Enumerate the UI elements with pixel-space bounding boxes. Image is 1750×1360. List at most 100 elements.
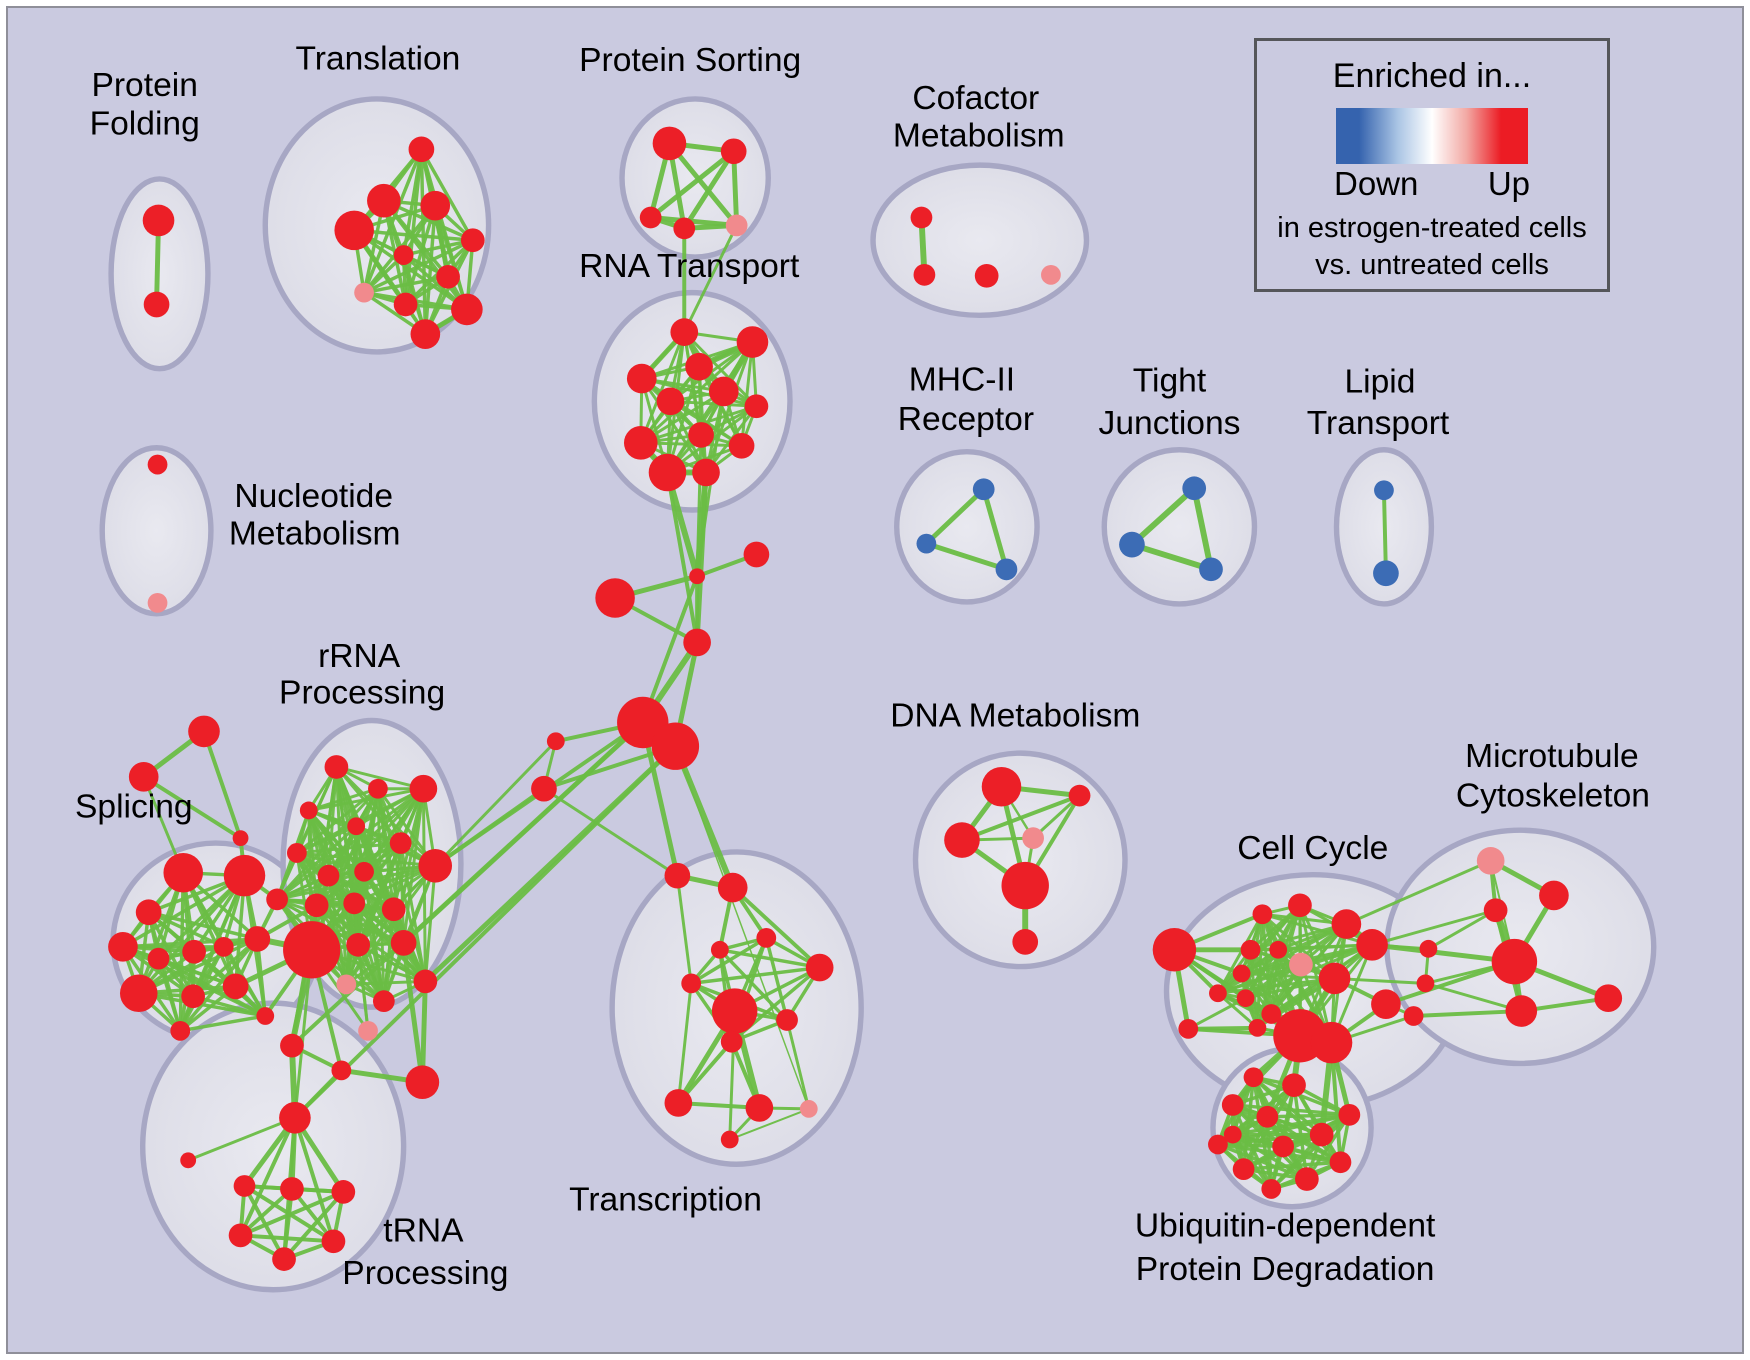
edge-r8-r10 [295, 851, 366, 874]
cluster-label-trna-processing: tRNA [383, 1212, 464, 1249]
edge-tj1-tj2 [1128, 485, 1198, 548]
node-nm1 [147, 454, 168, 475]
edge-g3-g5 [1249, 922, 1348, 952]
cluster-label-trna-processing: Processing [342, 1255, 508, 1292]
node-g3 [1331, 909, 1362, 939]
node-r13 [343, 892, 366, 915]
cluster-label-rrna-processing: rRNA [318, 638, 401, 675]
edge-p3-p10 [146, 910, 195, 998]
cluster-label-rna-transport: RNA Transport [579, 248, 800, 285]
node-q1 [279, 1101, 311, 1134]
cluster-label-protein-folding: Folding [90, 105, 200, 142]
node-mh2 [916, 533, 937, 554]
node-d3 [944, 822, 980, 858]
node-u10 [1329, 1151, 1352, 1174]
edge-q1-q6 [238, 1115, 297, 1238]
node-h2 [651, 722, 700, 770]
node-pf2 [143, 291, 170, 318]
edge-r6-r20 [423, 864, 437, 983]
edge-q3-q7 [242, 1184, 287, 1262]
node-tr12 [799, 1100, 818, 1118]
node-pf1 [142, 204, 175, 237]
legend-title: Enriched in... [1332, 57, 1532, 95]
legend: Enriched in... Down Up in estrogen-treat… [1254, 38, 1610, 292]
node-m6 [1594, 984, 1623, 1013]
node-u8 [1232, 1158, 1255, 1181]
edge-p12-p13 [178, 1014, 267, 1033]
node-cf2 [913, 263, 936, 286]
edge-r10-r11 [275, 870, 366, 901]
node-a4 [358, 1020, 378, 1041]
node-a3 [405, 1065, 440, 1100]
node-rt4 [626, 363, 657, 394]
node-m5 [1505, 995, 1538, 1027]
edge-g2-g15 [1298, 903, 1334, 1045]
node-r5 [347, 817, 366, 836]
legend-gradient-bar [1336, 108, 1528, 164]
edge-l2-tr1 [542, 787, 679, 878]
cluster-tight-junctions [1101, 447, 1258, 607]
node-r9 [317, 864, 340, 887]
node-ps4 [673, 217, 696, 240]
edge-p9-p13 [137, 991, 267, 1018]
node-r12 [304, 893, 329, 918]
edge-r7-r8 [295, 841, 403, 855]
node-x2 [128, 762, 159, 792]
node-p1 [163, 852, 203, 893]
node-r14 [381, 897, 406, 922]
node-g11 [1236, 989, 1255, 1008]
node-s2 [743, 541, 770, 568]
node-g5 [1240, 939, 1261, 960]
edge-u9-u12 [1231, 1132, 1309, 1181]
edge-mh1-mh3 [981, 486, 1009, 572]
edge-r3-r20 [421, 787, 427, 983]
node-a1 [280, 1033, 304, 1058]
node-s3 [595, 578, 635, 618]
node-q5 [331, 1180, 356, 1204]
node-m4 [1491, 938, 1538, 985]
node-u6 [1208, 1134, 1228, 1155]
edge-rt1-rt10 [639, 330, 686, 445]
edge-r7-r20 [399, 841, 427, 983]
edge-h2-tr2 [672, 743, 736, 891]
node-q4 [280, 1177, 304, 1201]
legend-caption-line2: vs. untreated cells [1315, 249, 1549, 281]
node-tr7 [711, 988, 758, 1034]
node-g6 [1269, 940, 1288, 959]
edge-p3-p8 [146, 910, 260, 941]
cluster-label-cofactor-metabolism: Metabolism [893, 117, 1065, 154]
node-mh3 [995, 558, 1018, 581]
cluster-label-nucleotide-metabolism: Nucleotide [234, 478, 393, 515]
edge-rt11-s4 [665, 470, 700, 645]
cluster-label-splicing: Splicing [75, 788, 193, 825]
edge-u6-u9 [1216, 1142, 1309, 1181]
edge-r3-r4 [307, 787, 425, 812]
node-p12 [170, 1020, 191, 1041]
edge-u3-u13 [1231, 1103, 1352, 1117]
edge-p8-p9 [137, 937, 260, 996]
node-tr4 [710, 940, 729, 959]
cluster-label-protein-folding: Protein [91, 67, 197, 104]
edge-tr8-tr12 [785, 1018, 811, 1111]
node-g18 [1419, 939, 1438, 958]
edge-r1-r3 [334, 765, 425, 791]
edge-h2-tr12 [674, 745, 810, 1110]
node-g4 [1356, 929, 1388, 961]
node-t1 [408, 136, 435, 163]
edge-rt4-rt12 [640, 377, 708, 474]
node-g10 [1209, 984, 1227, 1003]
node-m2 [1539, 880, 1569, 911]
node-cf4 [1041, 264, 1061, 285]
node-t2 [367, 183, 401, 218]
edge-x1-x3 [202, 729, 243, 841]
edge-p8-p13 [255, 937, 267, 1018]
node-g15 [1310, 1021, 1353, 1064]
edge-u8-u13 [1241, 1113, 1352, 1171]
edge-r2-r11 [275, 787, 380, 901]
node-tr5 [681, 973, 702, 994]
edge-r7-r17 [399, 841, 406, 945]
node-r17 [390, 930, 417, 956]
